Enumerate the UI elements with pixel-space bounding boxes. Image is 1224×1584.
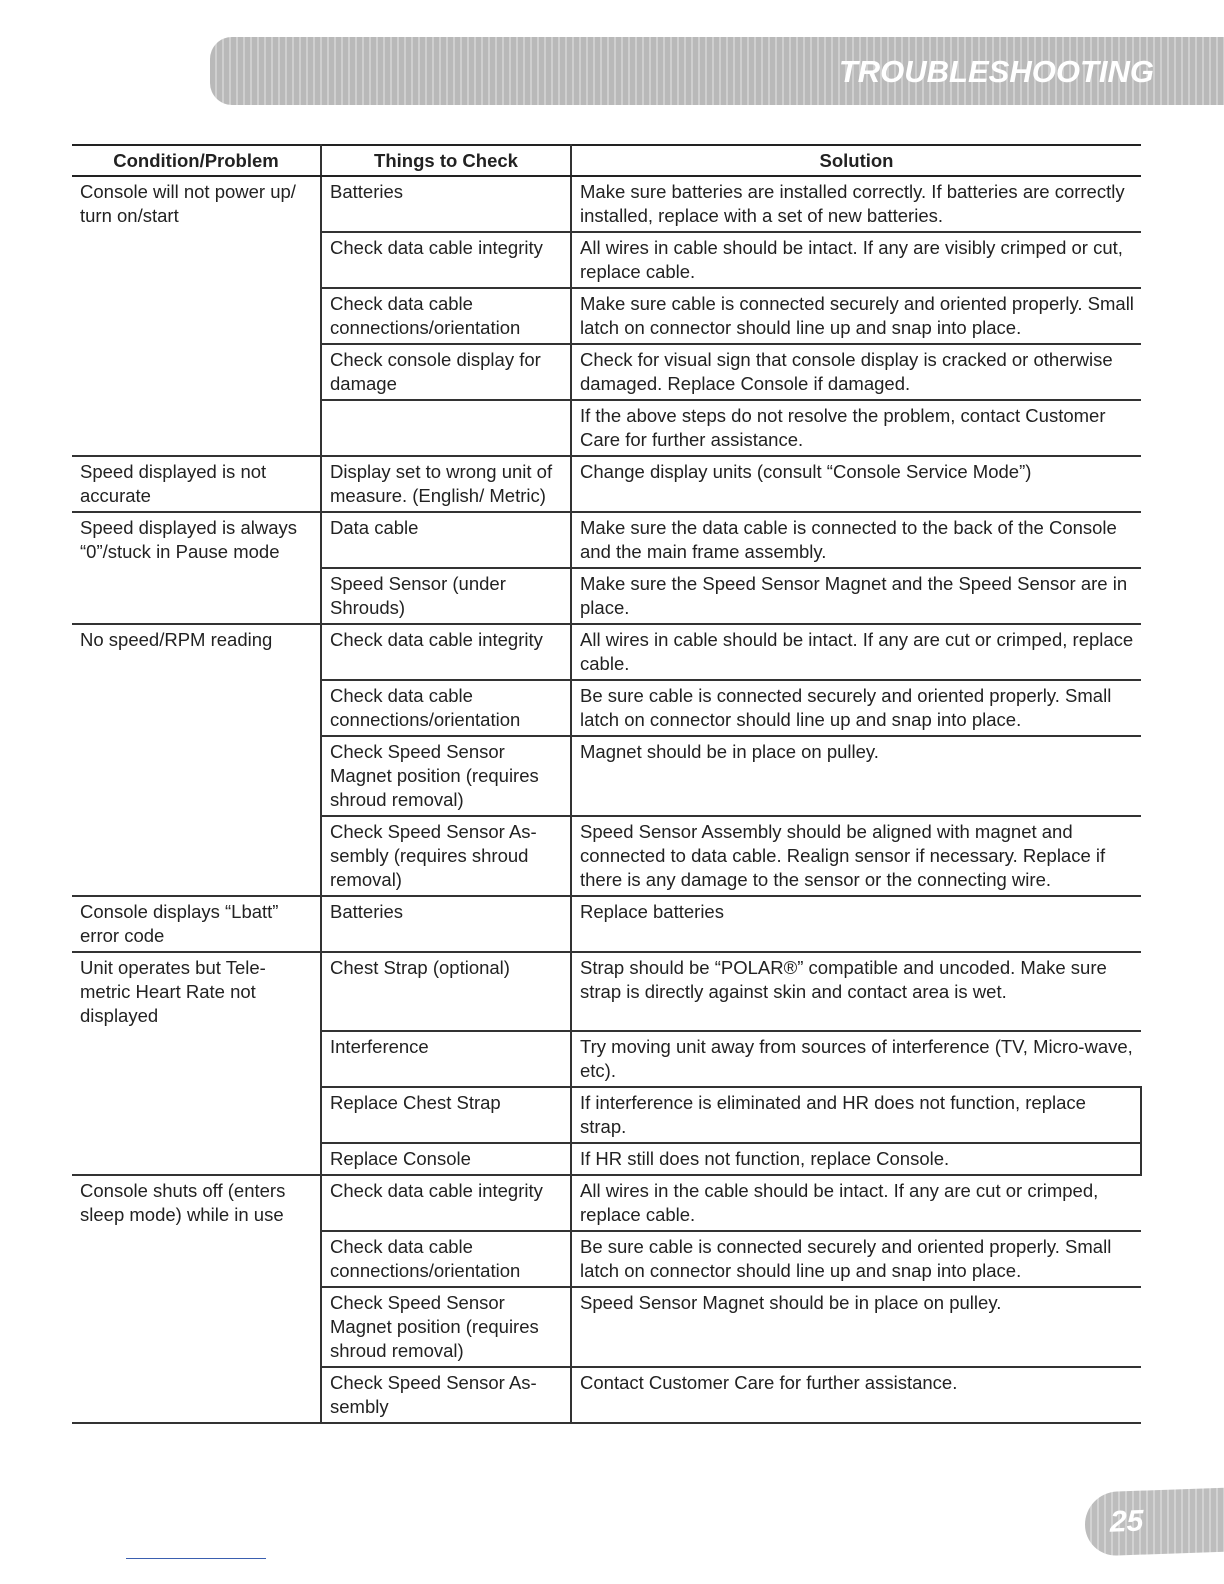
solution-cell: Make sure cable is connected securely an… — [571, 288, 1141, 345]
table-row: Check data cable connections/orientation… — [72, 1231, 1141, 1288]
table-row: Check Speed Sensor Magnet position (requ… — [72, 1287, 1141, 1368]
table-row: Speed displayed is not accurate Display s… — [72, 456, 1141, 513]
check-cell: Check data cable integrity — [321, 1175, 572, 1232]
footer-rule — [126, 1558, 266, 1559]
check-cell: Speed Sensor (under Shrouds) — [321, 568, 572, 625]
table-row: Replace Console If HR still does not func… — [72, 1143, 1142, 1176]
solution-cell: Be sure cable is connected securely and … — [571, 680, 1141, 737]
check-cell: Chest Strap (optional) — [321, 952, 572, 1032]
condition-cell: No speed/RPM reading — [72, 624, 322, 897]
table-row: Speed Sensor (under Shrouds) Make sure th… — [72, 568, 1141, 625]
solution-cell: Magnet should be in place on pulley. — [571, 736, 1141, 817]
check-cell — [321, 400, 572, 457]
solution-cell: Replace batteries — [571, 896, 1141, 953]
solution-cell: Make sure the Speed Sensor Magnet and th… — [571, 568, 1141, 625]
condition-cell: Speed displayed is not accurate — [72, 456, 322, 513]
table-row: Console shuts off (enters sleep mode) wh… — [72, 1175, 1141, 1424]
solution-cell: Make sure batteries are installed correc… — [571, 176, 1141, 233]
column-header-check: Things to Check — [321, 144, 572, 177]
check-cell: Check Speed Sensor As-sembly — [321, 1367, 572, 1424]
table-row: No speed/RPM reading Check data cable int… — [72, 624, 1141, 897]
table-row: Console displays “Lbatt” error code Batte… — [72, 896, 1141, 953]
table-row: Check data cable connections/orientation… — [72, 680, 1141, 737]
solution-cell: Change display units (consult “Console S… — [571, 456, 1141, 513]
table-row: If the above steps do not resolve the pr… — [72, 400, 1141, 457]
column-header-condition: Condition/Problem — [72, 144, 322, 177]
check-cell: Batteries — [321, 176, 572, 233]
table-row: Replace Chest Strap If interference is el… — [72, 1087, 1142, 1144]
page-number-tab: 25 — [1085, 1487, 1224, 1557]
solution-cell: All wires in cable should be intact. If … — [571, 232, 1141, 289]
condition-cell: Speed displayed is always “0”/stuck in P… — [72, 512, 322, 625]
solution-cell: Make sure the data cable is connected to… — [571, 512, 1141, 569]
check-cell: Display set to wrong unit of measure. (E… — [321, 456, 572, 513]
solution-cell: If the above steps do not resolve the pr… — [571, 400, 1141, 457]
check-cell: Interference — [321, 1031, 572, 1088]
section-banner: TROUBLESHOOTING — [210, 37, 1224, 105]
solution-cell: Try moving unit away from sources of int… — [571, 1031, 1141, 1088]
table-row: Speed displayed is always “0”/stuck in P… — [72, 512, 1141, 625]
check-cell: Check console display for damage — [321, 344, 572, 401]
solution-cell: Speed Sensor Assembly should be aligned … — [571, 816, 1141, 897]
solution-cell: Speed Sensor Magnet should be in place o… — [571, 1287, 1141, 1368]
solution-cell: If interference is eliminated and HR doe… — [571, 1087, 1142, 1144]
column-header-solution: Solution — [571, 144, 1141, 177]
troubleshooting-table: Condition/Problem Things to Check Soluti… — [72, 144, 1142, 1424]
check-cell: Check Speed Sensor Magnet position (requ… — [321, 1287, 572, 1368]
check-cell: Check data cable connections/orientation — [321, 288, 572, 345]
table-row: Check Speed Sensor As-sembly Contact Cust… — [72, 1367, 1141, 1424]
check-cell: Check data cable integrity — [321, 232, 572, 289]
solution-cell: Check for visual sign that console displ… — [571, 344, 1141, 401]
check-cell: Replace Chest Strap — [321, 1087, 572, 1144]
table-row: Check data cable integrity All wires in c… — [72, 232, 1141, 289]
table-row: Console will not power up/ turn on/start… — [72, 176, 1141, 457]
solution-cell: If HR still does not function, replace C… — [571, 1143, 1142, 1176]
table-row: Unit operates but Tele-metric Heart Rate… — [72, 952, 1141, 1176]
solution-cell: Contact Customer Care for further assist… — [571, 1367, 1141, 1424]
table-row: Interference Try moving unit away from so… — [72, 1031, 1141, 1088]
check-cell: Check Speed Sensor As-sembly (requires s… — [321, 816, 572, 897]
solution-cell: Strap should be “POLAR®” compatible and … — [571, 952, 1141, 1032]
solution-cell: All wires in cable should be intact. If … — [571, 624, 1141, 681]
solution-cell: All wires in the cable should be intact.… — [571, 1175, 1141, 1232]
condition-cell: Unit operates but Tele-metric Heart Rate… — [72, 952, 322, 1176]
check-cell: Check data cable integrity — [321, 624, 572, 681]
page-number: 25 — [1110, 1504, 1144, 1539]
table-row: Check Speed Sensor Magnet position (requ… — [72, 736, 1141, 817]
check-cell: Data cable — [321, 512, 572, 569]
condition-cell: Console shuts off (enters sleep mode) wh… — [72, 1175, 322, 1424]
solution-cell: Be sure cable is connected securely and … — [571, 1231, 1141, 1288]
check-cell: Check data cable connections/orientation — [321, 680, 572, 737]
table-row: Check Speed Sensor As-sembly (requires s… — [72, 816, 1141, 897]
check-cell: Batteries — [321, 896, 572, 953]
check-cell: Replace Console — [321, 1143, 572, 1176]
table-header-row: Condition/Problem Things to Check Soluti… — [72, 144, 1141, 177]
condition-cell: Console will not power up/ turn on/start — [72, 176, 322, 457]
check-cell: Check Speed Sensor Magnet position (requ… — [321, 736, 572, 817]
section-title: TROUBLESHOOTING — [838, 54, 1154, 89]
table-row: Check data cable connections/orientation… — [72, 288, 1141, 345]
check-cell: Check data cable connections/orientation — [321, 1231, 572, 1288]
condition-cell: Console displays “Lbatt” error code — [72, 896, 322, 953]
table-row: Check console display for damage Check fo… — [72, 344, 1141, 401]
